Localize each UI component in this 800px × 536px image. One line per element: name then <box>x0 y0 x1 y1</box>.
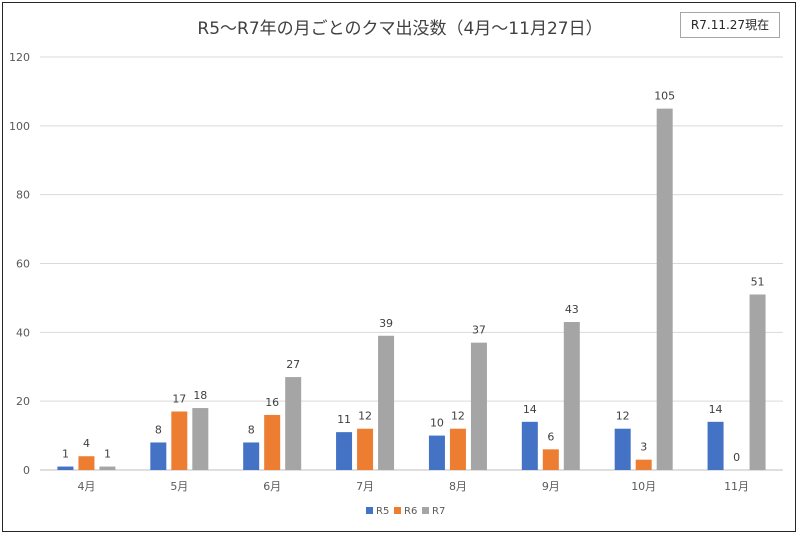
legend-swatch-R6 <box>394 507 401 514</box>
data-label-R5-1: 1 <box>62 448 69 461</box>
bars <box>57 108 766 470</box>
data-label-R6-3: 16 <box>265 396 279 409</box>
bar-R6-7 <box>635 459 652 470</box>
data-label-R5-2: 8 <box>155 423 162 436</box>
legend: R5 R6 R7 <box>366 506 445 517</box>
bar-R6-2 <box>171 411 188 470</box>
date-badge: R7.11.27現在 <box>680 12 780 38</box>
bar-R7-3 <box>285 377 302 470</box>
data-label-R6-1: 4 <box>83 437 90 450</box>
data-label-R5-3: 8 <box>248 423 255 436</box>
chart-title: R5〜R7年の月ごとのクマ出没数（4月〜11月27日） <box>197 19 603 39</box>
bar-R7-1 <box>99 466 116 470</box>
legend-label-R6: R6 <box>404 506 417 517</box>
y-tick-label: 0 <box>23 464 30 477</box>
y-tick-label: 40 <box>16 326 30 339</box>
bar-R5-1 <box>57 466 74 470</box>
y-tick-label: 120 <box>9 51 30 64</box>
data-label-R5-5: 10 <box>430 417 444 430</box>
x-tick-label: 6月 <box>263 480 281 493</box>
data-label-R6-4: 12 <box>358 410 372 423</box>
data-label-R5-8: 14 <box>709 403 723 416</box>
data-label-R7-7: 105 <box>654 90 675 103</box>
bar-R5-5 <box>428 435 445 470</box>
bar-R5-4 <box>336 432 353 470</box>
data-label-R6-7: 3 <box>640 441 647 454</box>
data-label-R6-6: 6 <box>547 430 554 443</box>
legend-label-R7: R7 <box>432 506 445 517</box>
legend-label-R5: R5 <box>376 506 389 517</box>
bar-R7-2 <box>192 408 209 470</box>
bar-R5-3 <box>243 442 260 470</box>
bar-R5-8 <box>707 421 724 470</box>
bar-R7-5 <box>470 342 487 470</box>
x-tick-label: 4月 <box>77 480 95 493</box>
y-tick-label: 100 <box>9 120 30 133</box>
bar-R5-2 <box>150 442 167 470</box>
bar-R5-6 <box>521 421 538 470</box>
data-label-R7-5: 37 <box>472 324 486 337</box>
data-label-R5-4: 11 <box>337 413 351 426</box>
data-label-R7-1: 1 <box>104 448 111 461</box>
legend-swatch-R5 <box>366 507 373 514</box>
legend-swatch-R7 <box>422 507 429 514</box>
data-label-R6-8: 0 <box>733 451 740 464</box>
bar-R5-7 <box>614 428 631 470</box>
y-tick-label: 20 <box>16 395 30 408</box>
bar-R7-8 <box>749 294 766 470</box>
data-label-R6-5: 12 <box>451 410 465 423</box>
x-tick-label: 9月 <box>542 480 560 493</box>
y-tick-label: 60 <box>16 258 30 271</box>
bar-R6-6 <box>542 449 559 470</box>
data-label-R6-2: 17 <box>172 392 186 405</box>
bar-R6-3 <box>264 414 281 470</box>
data-label-R5-7: 12 <box>616 410 630 423</box>
bar-R6-4 <box>357 428 374 470</box>
y-tick-label: 80 <box>16 189 30 202</box>
data-label-R7-4: 39 <box>379 317 393 330</box>
bar-R7-6 <box>563 322 580 470</box>
x-tick-label: 8月 <box>449 480 467 493</box>
x-tick-label: 5月 <box>170 480 188 493</box>
data-label-R7-2: 18 <box>193 389 207 402</box>
bar-R7-7 <box>656 108 673 470</box>
x-tick-label: 7月 <box>356 480 374 493</box>
bar-R6-5 <box>449 428 466 470</box>
x-axis-ticks: 4月 5月 6月 7月 8月 9月 10月 11月 <box>77 480 749 493</box>
bar-R6-1 <box>78 456 95 470</box>
y-axis-ticks: 0 20 40 60 80 100 120 <box>9 51 30 477</box>
x-tick-label: 10月 <box>631 480 656 493</box>
data-label-R5-6: 14 <box>523 403 537 416</box>
data-label-R7-6: 43 <box>565 303 579 316</box>
x-tick-label: 11月 <box>724 480 749 493</box>
bar-R7-4 <box>378 335 395 470</box>
data-label-R7-8: 51 <box>751 275 765 288</box>
data-label-R7-3: 27 <box>286 358 300 371</box>
